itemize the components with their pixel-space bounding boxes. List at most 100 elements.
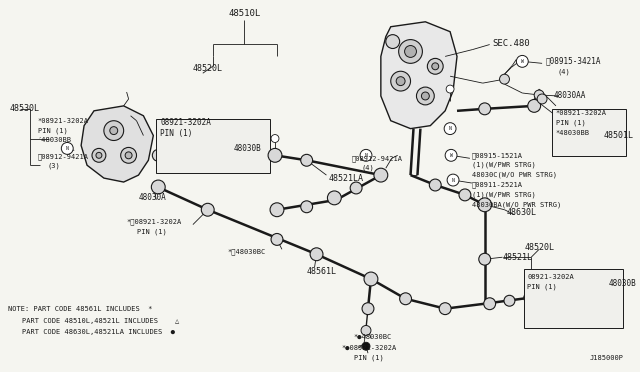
Text: N: N: [449, 126, 452, 131]
Circle shape: [479, 103, 491, 115]
Polygon shape: [381, 22, 457, 129]
FancyBboxPatch shape: [552, 109, 626, 156]
Text: (1)(W/PWR STRG): (1)(W/PWR STRG): [472, 192, 536, 198]
Text: W: W: [450, 153, 452, 158]
Circle shape: [177, 150, 188, 161]
Text: 48030B: 48030B: [234, 144, 261, 153]
Circle shape: [417, 87, 435, 105]
Circle shape: [301, 154, 312, 166]
Text: N: N: [66, 146, 68, 151]
Text: 48630L: 48630L: [506, 208, 536, 217]
Text: J185000P: J185000P: [589, 355, 623, 361]
Circle shape: [404, 45, 417, 57]
Polygon shape: [81, 106, 154, 182]
Circle shape: [439, 303, 451, 315]
Circle shape: [360, 150, 372, 161]
Circle shape: [447, 174, 459, 186]
Circle shape: [364, 272, 378, 286]
Text: *08921-3202A: *08921-3202A: [38, 118, 88, 124]
Circle shape: [528, 99, 541, 112]
Circle shape: [579, 314, 589, 324]
Text: W: W: [521, 59, 524, 64]
Text: 48521LA: 48521LA: [328, 174, 364, 183]
Circle shape: [92, 148, 106, 162]
Circle shape: [444, 123, 456, 135]
Circle shape: [484, 298, 495, 310]
Text: ′48030BB: ′48030BB: [38, 138, 72, 144]
Circle shape: [386, 35, 399, 48]
Circle shape: [537, 94, 547, 104]
Text: 48030B: 48030B: [609, 279, 636, 288]
Circle shape: [459, 189, 471, 201]
Text: (4): (4): [361, 165, 374, 171]
Circle shape: [271, 234, 283, 246]
Circle shape: [270, 203, 284, 217]
Text: ⓝ08912-9421A: ⓝ08912-9421A: [38, 153, 88, 160]
Circle shape: [432, 63, 438, 70]
Circle shape: [202, 203, 214, 216]
Text: N: N: [452, 177, 454, 183]
Circle shape: [500, 74, 509, 84]
Circle shape: [310, 248, 323, 261]
Circle shape: [350, 182, 362, 194]
Text: SEC.480: SEC.480: [493, 39, 531, 48]
Circle shape: [428, 58, 443, 74]
Circle shape: [301, 201, 312, 213]
Text: Ⓦ08915-1521A: Ⓦ08915-1521A: [472, 152, 523, 158]
Text: 48520L: 48520L: [193, 64, 223, 73]
Text: N: N: [365, 153, 367, 158]
Circle shape: [374, 168, 388, 182]
Circle shape: [391, 71, 410, 91]
Circle shape: [252, 150, 263, 161]
Text: ⓝ08911-2521A: ⓝ08911-2521A: [472, 182, 523, 188]
Circle shape: [151, 180, 165, 194]
Text: Ⓦ08915-3421A: Ⓦ08915-3421A: [546, 57, 602, 66]
Text: *●48030BC: *●48030BC: [353, 333, 392, 339]
Circle shape: [202, 150, 213, 161]
Circle shape: [570, 270, 578, 278]
Text: 48030C(W/O PWR STRG): 48030C(W/O PWR STRG): [472, 172, 557, 178]
Circle shape: [524, 292, 534, 303]
Text: *48030BB: *48030BB: [556, 129, 590, 135]
Circle shape: [271, 135, 279, 142]
Circle shape: [429, 179, 441, 191]
Circle shape: [361, 326, 371, 336]
Circle shape: [396, 77, 405, 86]
Circle shape: [504, 295, 515, 306]
Circle shape: [268, 148, 282, 162]
Circle shape: [104, 121, 124, 141]
Circle shape: [110, 126, 118, 135]
Text: *●08921-3202A: *●08921-3202A: [341, 345, 397, 351]
Circle shape: [152, 150, 164, 161]
Text: PIN (1): PIN (1): [136, 228, 166, 235]
Circle shape: [61, 142, 73, 154]
Text: 48520L: 48520L: [524, 243, 554, 252]
Text: 48501L: 48501L: [604, 131, 634, 140]
Text: 48030BA(W/O PWR STRG): 48030BA(W/O PWR STRG): [472, 202, 561, 208]
Text: NOTE: PART CODE 48561L INCLUDES  *: NOTE: PART CODE 48561L INCLUDES *: [8, 306, 152, 312]
Text: 48530L: 48530L: [10, 104, 40, 113]
Circle shape: [445, 150, 457, 161]
Text: PIN (1): PIN (1): [160, 129, 193, 138]
FancyBboxPatch shape: [524, 269, 623, 328]
Circle shape: [227, 150, 238, 161]
Circle shape: [534, 90, 544, 100]
Text: *48030BC: *48030BC: [228, 248, 266, 254]
Circle shape: [121, 147, 136, 163]
Circle shape: [328, 191, 341, 205]
Text: 08921-3202A: 08921-3202A: [160, 118, 211, 127]
Circle shape: [362, 303, 374, 315]
Text: ⓝ08912-9421A: ⓝ08912-9421A: [351, 155, 402, 161]
Circle shape: [543, 289, 554, 300]
Circle shape: [399, 293, 412, 305]
Circle shape: [125, 152, 132, 159]
Text: (3): (3): [47, 163, 60, 170]
Text: *08921-3202A: *08921-3202A: [127, 218, 182, 225]
FancyBboxPatch shape: [156, 119, 270, 173]
Text: PIN (1): PIN (1): [527, 284, 557, 290]
Text: 48561L: 48561L: [307, 267, 337, 276]
Circle shape: [96, 153, 102, 158]
Circle shape: [516, 55, 528, 67]
Circle shape: [362, 342, 370, 350]
Text: *08921-3202A: *08921-3202A: [556, 110, 607, 116]
